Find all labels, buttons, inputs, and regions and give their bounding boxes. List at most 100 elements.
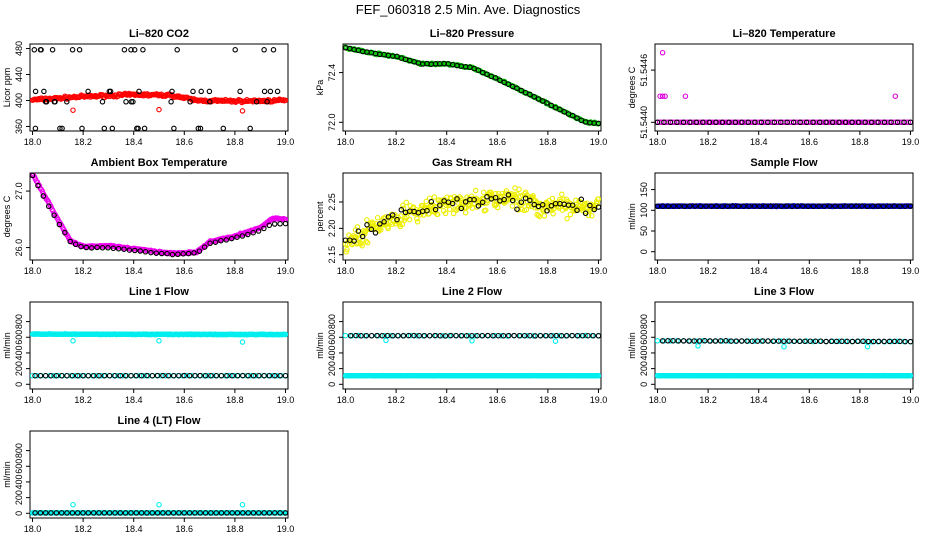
data-point [700,338,706,344]
data-point [751,203,758,209]
data-point [153,250,160,256]
data-point [247,125,253,131]
data-point [88,245,95,251]
series-layer [30,47,288,131]
data-point [282,510,288,516]
data-point [897,338,903,345]
data-point [805,203,811,209]
y-axis-label: ml/min [315,332,325,359]
data-point [790,119,797,126]
data-point [860,338,866,345]
x-tick-label: 18.2 [74,137,92,147]
data-point [368,226,375,233]
data-point [854,338,861,345]
data-point [407,332,414,339]
data-point [85,510,92,516]
data-point [448,332,454,339]
data-point [40,193,47,199]
panel-title: Li–820 Temperature [732,28,835,40]
data-point [553,332,560,339]
data-point [686,338,692,344]
data-point [191,250,197,256]
panel-line2: Line 2 Flow 18.0 18.2 18.4 18.6 18.8 19.0 0 2004… [315,286,607,405]
series-layer [655,49,913,126]
data-point [479,332,486,339]
data-point [505,192,512,198]
data-point [261,47,267,53]
data-point [383,337,389,344]
data-point [149,372,156,379]
data-point [388,332,394,339]
data-point [359,242,365,249]
data-point [171,125,177,131]
data-point [41,88,47,95]
data-point [272,510,278,516]
data-point [69,47,76,53]
series [347,332,601,339]
data-point [794,203,801,209]
x-tick-label: 18.8 [539,266,557,276]
data-point [432,206,439,213]
data-point [353,332,359,339]
x-tick-label: 18.4 [438,137,456,147]
data-point [463,333,470,339]
data-point [495,332,502,339]
data-point [132,247,138,254]
data-point [282,220,288,227]
data-point [106,510,113,516]
y-axis-label: Licor ppm [2,68,12,108]
data-point [868,339,875,345]
data-point [480,189,487,196]
data-point [789,203,795,210]
data-point [148,249,154,256]
y-tick-label: 600 [14,330,24,345]
data-point [717,338,724,344]
data-point [492,194,499,201]
data-point [469,338,475,344]
data-point [527,197,533,204]
data-point [498,193,505,199]
data-point [707,338,713,344]
data-point [693,338,700,344]
data-point [786,338,792,344]
y-tick-label: 150 [639,182,649,197]
data-point [42,99,49,105]
data-point [836,119,842,126]
data-point [48,510,54,516]
data-point [544,100,550,106]
y-axis-label: degrees C [2,195,12,237]
data-point [719,203,725,209]
data-point [343,332,349,339]
y-tick-label: 800 [639,314,649,329]
x-tick-label: 18.8 [851,395,869,405]
data-point [484,71,490,78]
data-point [197,372,203,379]
data-point [522,89,529,96]
data-point [31,47,38,53]
data-point [392,211,398,218]
data-point [253,99,260,105]
data-point [842,119,849,126]
data-point [522,189,529,195]
panel-title: Li–820 Pressure [430,28,514,40]
data-point [37,510,44,516]
plot-frame [342,301,602,390]
data-point [821,203,828,209]
data-point [757,203,763,209]
data-point [472,333,478,339]
data-point [484,194,490,200]
data-point [595,333,601,339]
data-point [589,213,595,219]
data-point [175,251,181,258]
data-point [702,338,708,344]
data-point [749,338,755,344]
y-tick-label: 600 [327,330,337,345]
data-point [876,338,882,345]
data-point [126,247,133,253]
series [657,49,899,99]
data-point [107,88,114,95]
x-tick-label: 19.0 [902,266,920,276]
data-point [53,372,60,379]
data-point [105,245,111,251]
data-point [453,332,459,339]
